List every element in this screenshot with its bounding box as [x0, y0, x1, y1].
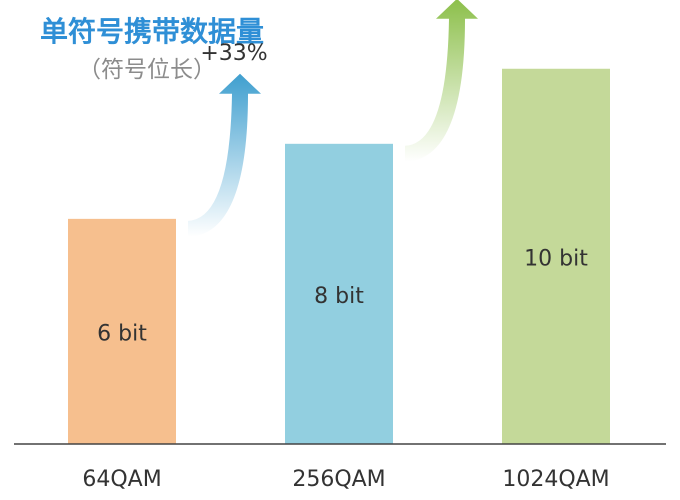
x-tick-label: 256QAM	[292, 467, 385, 492]
bar-64qam	[68, 218, 176, 444]
bar-value-label: 8 bit	[314, 284, 364, 309]
growth-arrow	[405, 0, 478, 162]
growth-arrow	[188, 73, 261, 237]
bar-value-label: 10 bit	[524, 246, 588, 271]
x-tick-label: 64QAM	[82, 467, 161, 492]
chart-title: 单符号携带数据量	[40, 15, 265, 48]
x-tick-label: 1024QAM	[502, 467, 609, 492]
bar-256qam	[285, 143, 393, 445]
bar-1024qam	[502, 68, 610, 444]
bar-value-label: 6 bit	[97, 321, 147, 346]
growth-label: +33%	[200, 41, 267, 66]
chart-subtitle: （符号位长）	[78, 57, 216, 83]
